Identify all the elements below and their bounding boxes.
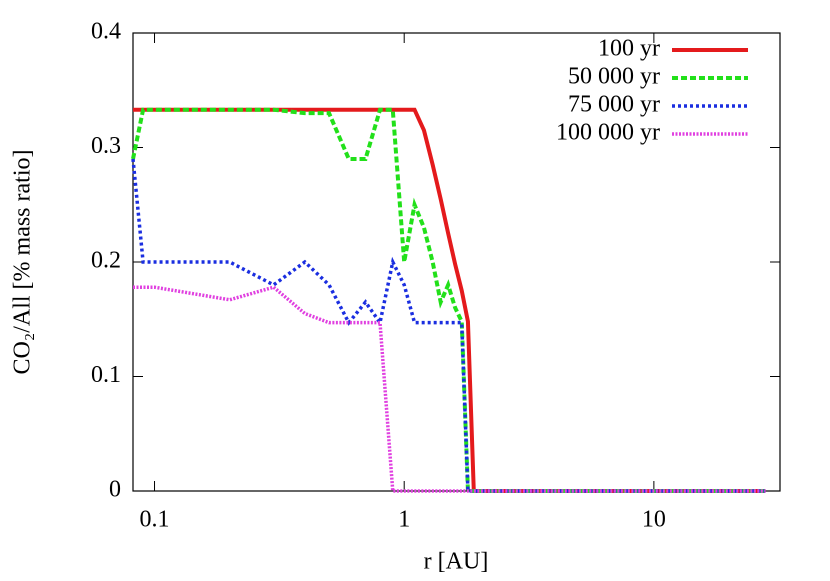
- y-tick-label: 0.2: [91, 248, 121, 274]
- x-tick-label: 10: [642, 507, 666, 533]
- y-tick-label: 0: [109, 477, 121, 503]
- legend-label: 75 000 yr: [568, 92, 660, 118]
- y-tick-label: 0.4: [91, 19, 121, 45]
- line-series: [133, 285, 766, 493]
- x-tick-label: 1: [398, 507, 410, 533]
- legend-label: 50 000 yr: [568, 64, 660, 90]
- line-series: [131, 107, 766, 493]
- y-axis-label: CO₂/All [% mass ratio]: [10, 150, 36, 375]
- line-series: [131, 158, 766, 493]
- legend-label: 100 000 yr: [556, 120, 660, 146]
- x-tick-label: 0.1: [140, 507, 170, 533]
- legend-label: 100 yr: [598, 36, 660, 62]
- x-axis-label: r [AU]: [424, 549, 489, 575]
- y-tick-label: 0.1: [91, 362, 121, 388]
- y-tick-label: 0.3: [91, 133, 121, 159]
